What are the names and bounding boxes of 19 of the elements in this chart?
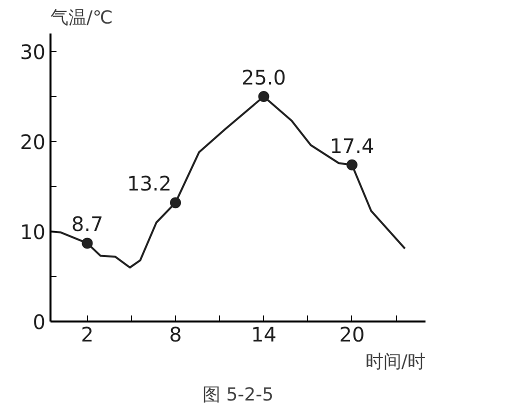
point	[346, 159, 358, 170]
x-tick-label: 2	[80, 322, 94, 346]
x-tick-label: 8	[169, 322, 182, 346]
data-label: 8.7	[71, 212, 104, 236]
point	[258, 91, 270, 102]
data-label: 17.4	[330, 134, 374, 158]
x-tick-label: 20	[339, 322, 365, 346]
y-axis-title: 气温/℃	[50, 8, 113, 28]
data-label: 13.2	[126, 172, 172, 196]
y-tick-label: 30	[20, 40, 46, 64]
x-axis-title: 时间/时	[365, 352, 426, 372]
x-tick-label: 14	[251, 322, 276, 346]
point	[82, 238, 93, 249]
y-tick-label: 10	[20, 220, 46, 244]
y-tick-label: 0	[32, 310, 46, 334]
caption: 图 5-2-5	[202, 384, 274, 406]
y-tick-label: 20	[20, 130, 46, 154]
point	[170, 197, 181, 208]
data-label: 25.0	[241, 66, 286, 90]
